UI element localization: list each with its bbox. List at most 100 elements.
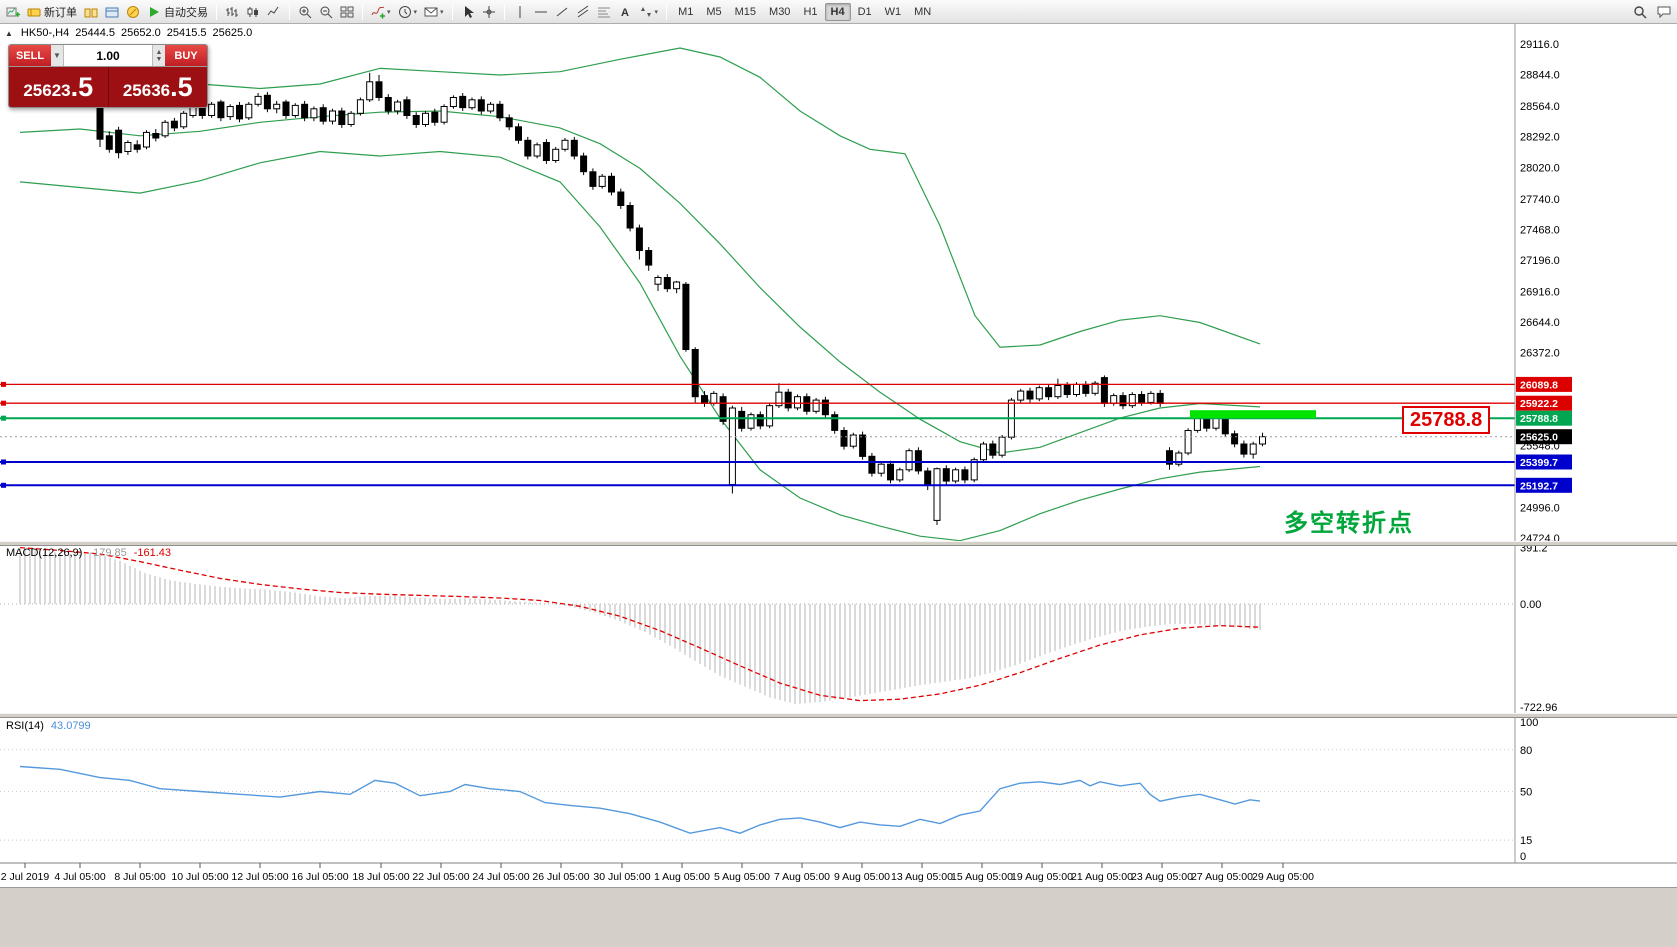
price-tag-label: 25399.7: [1520, 457, 1558, 469]
market-watch-button[interactable]: [81, 2, 101, 22]
line-chart-button[interactable]: [264, 2, 284, 22]
price-level-flag[interactable]: 25788.8: [1402, 406, 1491, 434]
time-label: 23 Aug 05:00: [1131, 871, 1193, 883]
price-tag-box: [1516, 429, 1572, 445]
hline-handle: [1, 415, 6, 421]
zoom-out-icon: [319, 5, 333, 19]
fibonacci-button[interactable]: [594, 2, 614, 22]
time-label: 30 Jul 05:00: [593, 871, 650, 883]
vertical-line-button[interactable]: [510, 2, 530, 22]
trendline-button[interactable]: [552, 2, 572, 22]
vertical-line-icon: [513, 5, 527, 19]
price-tag-box: [1516, 376, 1572, 392]
timeframe-mn-button[interactable]: MN: [914, 5, 932, 18]
tile-windows-button[interactable]: [337, 2, 357, 22]
line-chart-icon: [267, 5, 281, 19]
one-click-trading-panel: SELL ▼ 1.00 ▲ ▼ BUY 25623.5 25636.5: [8, 44, 208, 108]
axis-label: 27196.0: [1520, 255, 1560, 267]
chat-button[interactable]: [1654, 2, 1674, 22]
highlight-zone-rect[interactable]: [1190, 410, 1316, 419]
cursor-button[interactable]: [458, 2, 478, 22]
periods-icon: [398, 5, 412, 19]
tile-windows-icon: [340, 5, 354, 19]
buy-button[interactable]: BUY: [165, 45, 207, 66]
navigator-button[interactable]: [123, 2, 143, 22]
timeframe-m15-button[interactable]: M15: [734, 5, 757, 18]
order-type-dropdown-icon[interactable]: ▼: [51, 45, 64, 66]
bar-chart-icon: [225, 5, 239, 19]
volume-field[interactable]: 1.00: [64, 45, 152, 66]
autotrading-icon: [147, 5, 161, 19]
search-button[interactable]: [1630, 2, 1650, 22]
time-label: 1 Aug 05:00: [654, 871, 710, 883]
candle-chart-button[interactable]: [243, 2, 263, 22]
buy-price-display[interactable]: 25636.5: [107, 67, 208, 107]
zoom-out-button[interactable]: [316, 2, 336, 22]
chart-text-annotation[interactable]: 多空转折点: [1284, 510, 1414, 537]
data-window-button[interactable]: [102, 2, 122, 22]
rsi-axis-label: 100: [1520, 717, 1538, 729]
price-axis-labels: 29116.0 28844.0 28564.0 28292.0 28020.0 27740…: [1516, 39, 1572, 545]
text-button[interactable]: A: [615, 2, 635, 22]
rsi-axis-label: 0: [1520, 851, 1526, 863]
new-order-button[interactable]: 新订单: [24, 2, 80, 22]
time-label: 13 Aug 05:00: [891, 871, 953, 883]
crosshair-icon: [482, 5, 496, 19]
horizontal-line-button[interactable]: [531, 2, 551, 22]
oneclick-collapse-arrow[interactable]: ▲: [5, 28, 13, 38]
hline-handle: [1, 482, 6, 488]
bar-chart-button[interactable]: [222, 2, 242, 22]
volume-down-button[interactable]: ▼: [155, 55, 163, 63]
sell-price-display[interactable]: 25623.5: [23, 72, 94, 102]
channel-icon: [576, 5, 590, 19]
chevron-down-icon: ▾: [654, 8, 659, 16]
time-label: 12 Jul 05:00: [231, 871, 288, 883]
trendline-icon: [555, 5, 569, 19]
timeframe-h1-button[interactable]: H1: [803, 5, 818, 18]
price-tag-box: [1516, 454, 1572, 470]
svg-text:A: A: [621, 7, 629, 19]
channel-button[interactable]: [573, 2, 593, 22]
axis-label: 26916.0: [1520, 286, 1560, 298]
pane-splitter-macd[interactable]: [0, 541, 1677, 546]
indicators-icon: [371, 5, 385, 19]
time-label: 7 Aug 05:00: [774, 871, 830, 883]
periods-button[interactable]: ▾: [395, 2, 421, 22]
autotrading-button-label: 自动交易: [164, 6, 208, 19]
crosshair-button[interactable]: [479, 2, 499, 22]
time-label: 19 Aug 05:00: [1011, 871, 1073, 883]
time-label: 4 Jul 05:00: [54, 871, 106, 883]
price-tag-label: 25625.0: [1520, 432, 1558, 444]
volume-up-button[interactable]: ▲: [155, 48, 163, 56]
time-label: 27 Aug 05:00: [1191, 871, 1253, 883]
ohlc-high: 25652.0: [120, 27, 161, 39]
bollinger-lower-band: [19, 150, 1261, 542]
pane-splitter-rsi[interactable]: [0, 713, 1677, 718]
timeframe-d1-button[interactable]: D1: [857, 5, 872, 18]
indicators-button[interactable]: ▾: [368, 2, 394, 22]
timeframe-m1-button[interactable]: M1: [678, 5, 694, 18]
timeframe-h4-button[interactable]: H4: [824, 2, 851, 21]
timeframe-m30-button[interactable]: M30: [769, 5, 791, 18]
chevron-down-icon: ▾: [440, 8, 444, 16]
timeframe-m5-button[interactable]: M5: [706, 5, 722, 18]
timeframe-w1-button[interactable]: W1: [884, 5, 902, 18]
time-label: 21 Aug 05:00: [1071, 871, 1133, 883]
chevron-down-icon: ▾: [387, 8, 391, 16]
sell-button[interactable]: SELL: [9, 45, 51, 66]
zoom-in-button[interactable]: [295, 2, 315, 22]
new-chart-button[interactable]: [3, 2, 23, 22]
toolbar-separator: [503, 3, 505, 20]
price-tag-box: [1516, 410, 1572, 426]
arrows-button[interactable]: ▾: [636, 2, 662, 22]
horizontal-line-objects[interactable]: [0, 381, 1515, 488]
horizontal-line-icon: [534, 5, 548, 19]
autotrading-button[interactable]: 自动交易: [144, 2, 211, 22]
time-label: 8 Jul 05:00: [114, 871, 166, 883]
time-axis-labels: 2 Jul 2019 4 Jul 05:00 8 Jul 05:00 10 Jul 0…: [1, 863, 1314, 883]
toolbar-separator: [362, 3, 363, 20]
templates-button[interactable]: ▾: [421, 2, 447, 22]
axis-label: 26644.0: [1520, 317, 1560, 329]
time-label: 10 Jul 05:00: [171, 871, 228, 883]
